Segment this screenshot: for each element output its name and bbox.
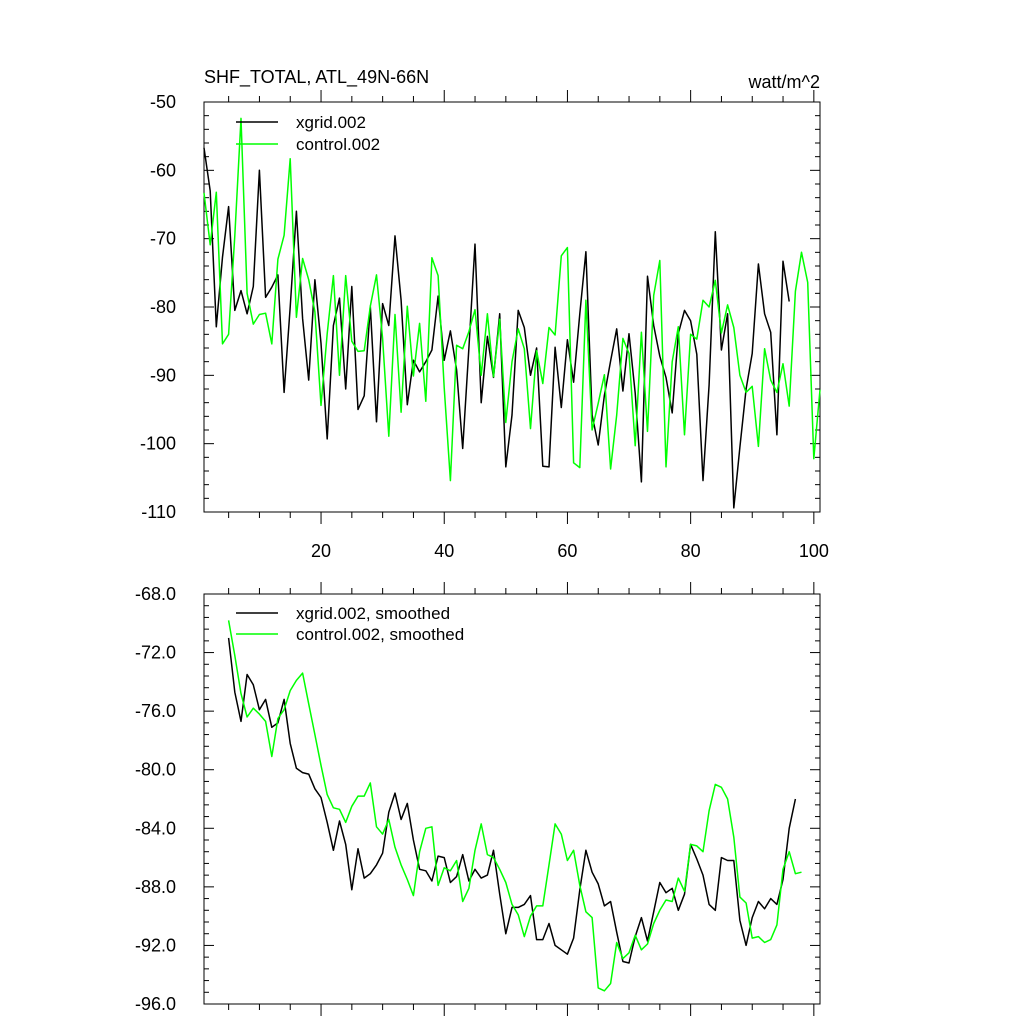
series-line-xgrid — [227, 637, 797, 964]
y-tick-label: -100 — [140, 434, 176, 454]
y-tick-label: -80 — [150, 297, 176, 317]
legend-label: xgrid.002 — [296, 113, 366, 132]
series-line-control — [227, 620, 802, 992]
series-lines — [203, 117, 821, 509]
series-line-control — [203, 117, 821, 482]
y-tick-label: -88.0 — [135, 877, 176, 897]
y-tick-label: -60 — [150, 160, 176, 180]
y-tick-label: -76.0 — [135, 701, 176, 721]
top-panel: SHF_TOTAL, ATL_49N-66N watt/m^2 -50 -60 -7… — [140, 67, 829, 561]
y-tick-label: -92.0 — [135, 935, 176, 955]
x-tick-label: 40 — [434, 541, 454, 561]
x-tick-label: 100 — [799, 541, 829, 561]
bottom-panel: -68.0 -72.0 -76.0 -80.0 -84.0 -88.0 -92.0 -96.0… — [135, 582, 821, 1016]
y-tick-label: -96.0 — [135, 994, 176, 1014]
y-tick-label: -84.0 — [135, 818, 176, 838]
y-tick-label: -50 — [150, 92, 176, 112]
y-tick-label: -70 — [150, 229, 176, 249]
y-tick-label: -72.0 — [135, 643, 176, 663]
axes: -50 -60 -70 -80 -90 -100 -110 20 40 60 80 100 — [140, 90, 829, 561]
y-tick-label: -90 — [150, 365, 176, 385]
axes: -68.0 -72.0 -76.0 -80.0 -84.0 -88.0 -92.0 -96.0 — [135, 582, 820, 1016]
units-label: watt/m^2 — [748, 72, 820, 92]
legend-label: xgrid.002, smoothed — [296, 604, 450, 623]
x-tick-label: 80 — [681, 541, 701, 561]
legend: xgrid.002, smoothed control.002, smoothe… — [236, 604, 464, 644]
y-tick-label: -110 — [141, 502, 176, 522]
y-tick-label: -68.0 — [135, 584, 176, 604]
plot-frame — [203, 593, 821, 1005]
legend: xgrid.002 control.002 — [236, 113, 380, 154]
x-tick-label: 20 — [311, 541, 331, 561]
legend-label: control.002 — [296, 135, 380, 154]
chart-title: SHF_TOTAL, ATL_49N-66N — [204, 67, 429, 88]
y-tick-label: -80.0 — [135, 760, 176, 780]
series-lines — [227, 620, 802, 992]
legend-label: control.002, smoothed — [296, 625, 464, 644]
x-tick-label: 60 — [557, 541, 577, 561]
